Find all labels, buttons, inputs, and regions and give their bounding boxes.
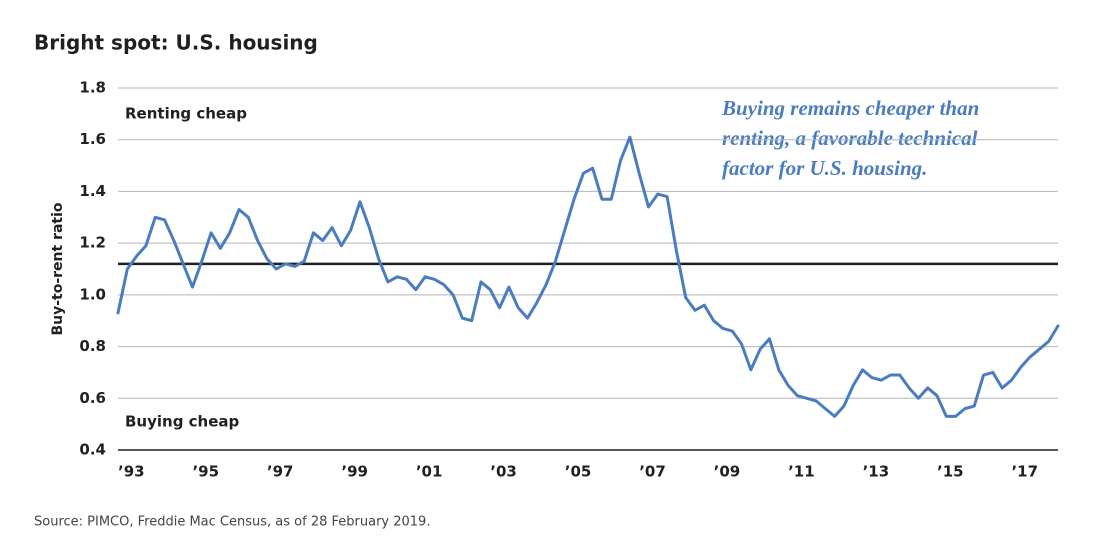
x-tick-label: ’01 <box>416 463 443 481</box>
annotation: renting, a favorable technical <box>722 126 978 150</box>
x-tick-label: ’95 <box>192 463 219 481</box>
zone-label: Renting cheap <box>125 105 247 123</box>
y-tick-label: 1.6 <box>79 130 106 148</box>
x-tick-label: ’93 <box>118 463 145 481</box>
y-axis-label: Buy-to-rent ratio <box>50 202 66 335</box>
y-tick-label: 1.8 <box>79 79 106 97</box>
x-tick-label: ’03 <box>490 463 517 481</box>
x-tick-label: ’15 <box>937 463 964 481</box>
chart-title: Bright spot: U.S. housing <box>34 31 318 55</box>
data-line <box>116 135 1060 418</box>
x-tick-label: ’11 <box>788 463 815 481</box>
y-tick-label: 0.6 <box>79 389 106 407</box>
annotation: factor for U.S. housing. <box>722 156 927 180</box>
x-tick-label: ’05 <box>565 463 592 481</box>
x-tick-label: ’07 <box>639 463 666 481</box>
y-tick-label: 0.8 <box>79 337 106 355</box>
x-tick-label: ’97 <box>267 463 294 481</box>
source-note: Source: PIMCO, Freddie Mac Census, as of… <box>34 515 430 530</box>
annotation: Buying remains cheaper than <box>721 96 979 120</box>
x-tick-label: ’99 <box>341 463 368 481</box>
x-tick-label: ’09 <box>714 463 741 481</box>
x-tick-label: ’13 <box>863 463 890 481</box>
x-tick-label: ’17 <box>1011 463 1038 481</box>
y-tick-label: 0.4 <box>79 441 106 459</box>
zone-label: Buying cheap <box>125 413 240 431</box>
y-tick-label: 1.0 <box>79 285 106 303</box>
y-tick-label: 1.2 <box>79 234 106 252</box>
y-tick-label: 1.4 <box>79 182 106 200</box>
